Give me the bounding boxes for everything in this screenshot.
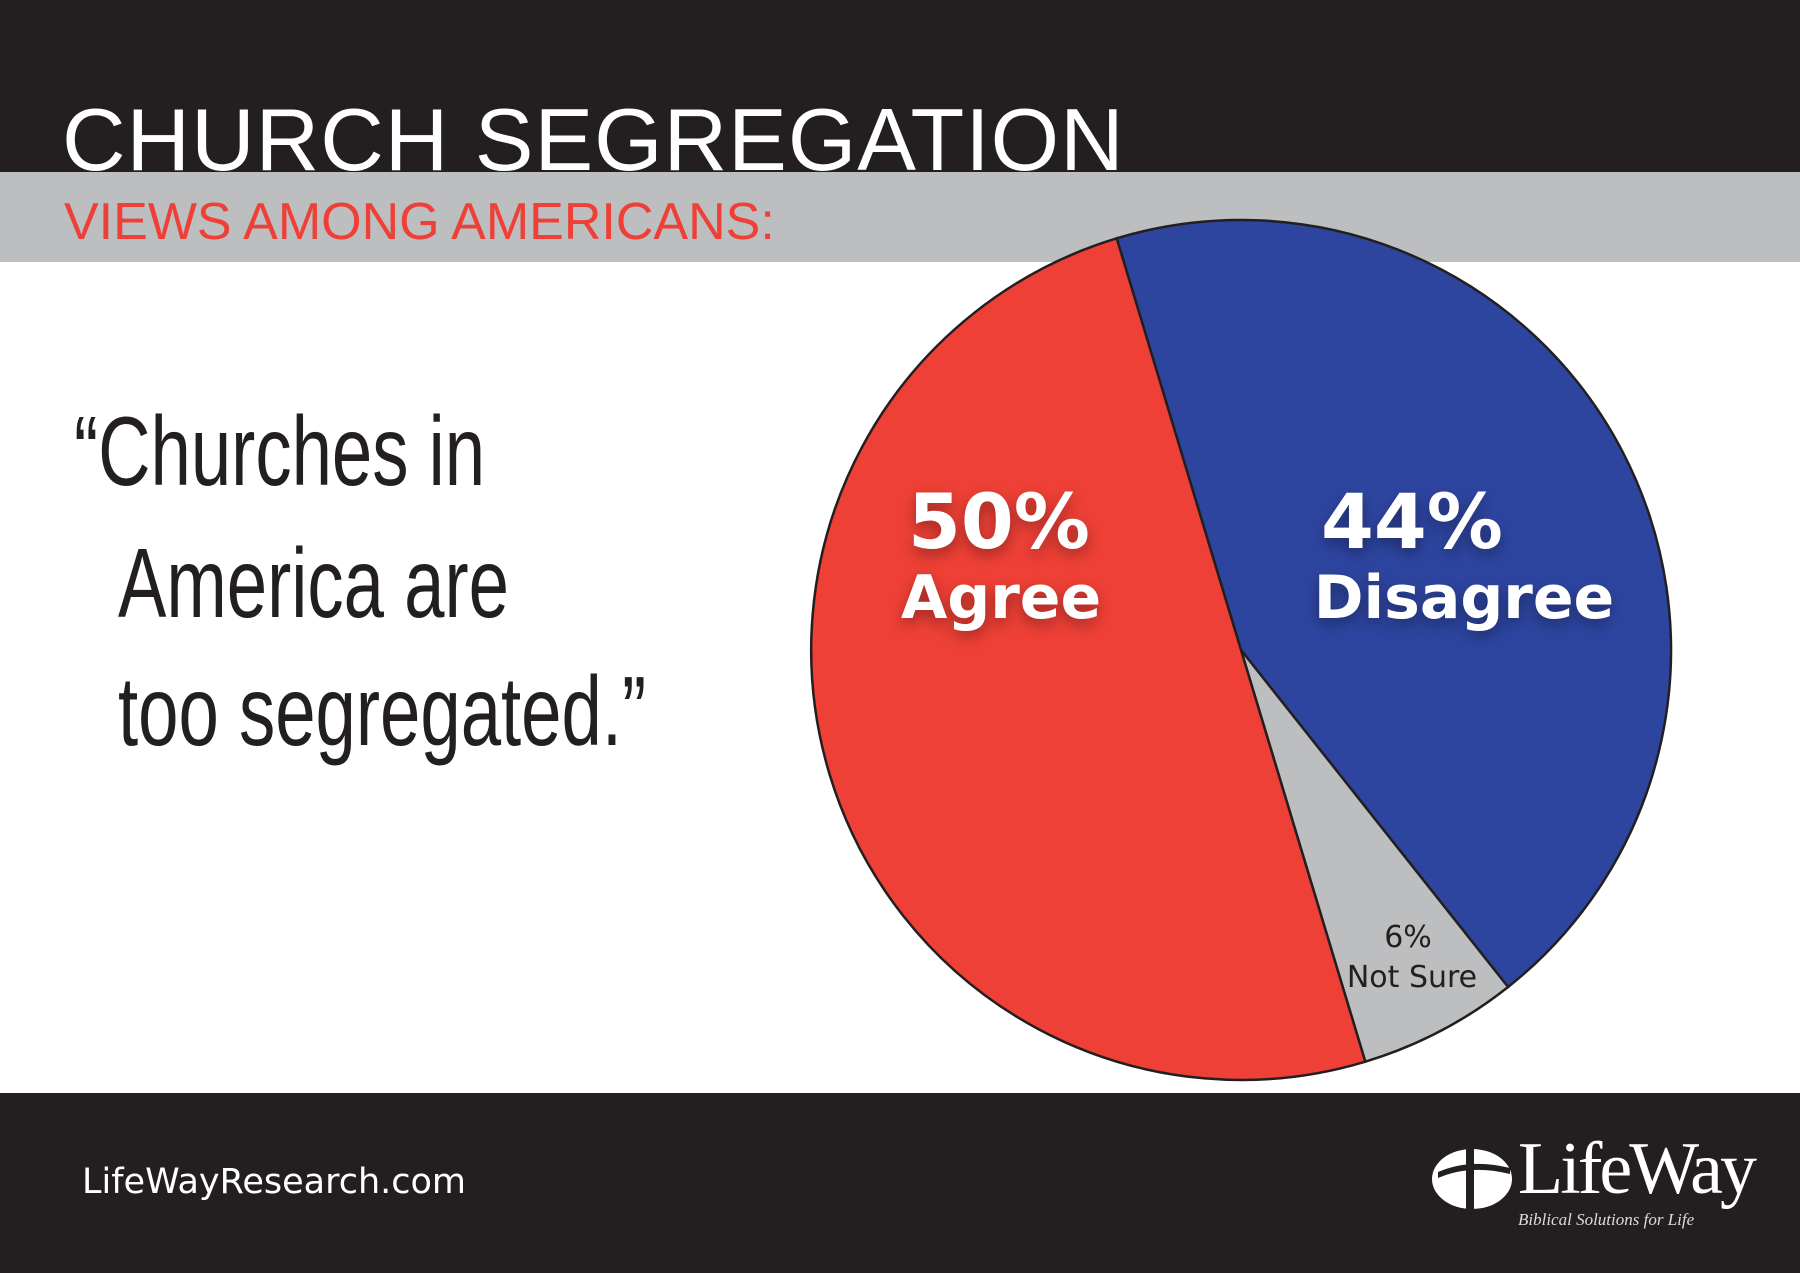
lifeway-logo: LifeWay Biblical Solutions for Life [1430, 1132, 1790, 1238]
lifeway-cross-icon [1432, 1148, 1512, 1210]
agree-name-label: Agree [900, 563, 1102, 633]
page-subtitle: VIEWS AMONG AMERICANS: [64, 193, 775, 251]
logo-tagline: Biblical Solutions for Life [1518, 1210, 1695, 1229]
pie-slice-agree [809, 236, 1367, 1082]
pie-slice-disagree [1115, 218, 1673, 989]
agree-pct-label: 50% [908, 477, 1090, 566]
notsure-name-label: Not Sure [1346, 960, 1478, 995]
disagree-name-label: Disagree [1313, 563, 1615, 633]
header-bar [0, 0, 1800, 172]
disagree-pct-label: 44% [1321, 477, 1503, 566]
subtitle-band [0, 172, 1800, 262]
logo-wordmark: LifeWay [1518, 1128, 1757, 1210]
quote-line-1: “Churches in [74, 396, 486, 506]
notsure-pct-label: 6% [1384, 920, 1432, 955]
page-title: CHURCH SEGREGATION [62, 90, 1125, 189]
website-link[interactable]: LifeWayResearch.com [82, 1162, 467, 1202]
pie-slice-not-sure [1239, 649, 1510, 1064]
quote-line-2: America are [118, 528, 509, 638]
quote-line-3: too segregated.” [118, 656, 647, 766]
